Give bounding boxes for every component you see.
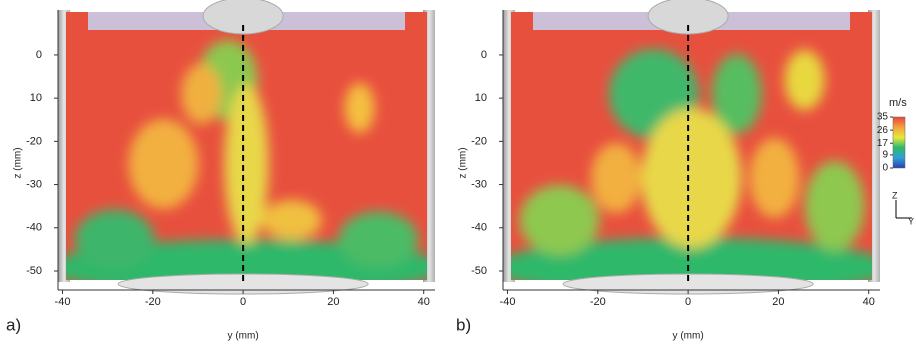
y-tick-label: -40 [471,222,487,234]
blob [784,50,825,110]
y-tick-label: -40 [26,222,42,234]
blob [711,54,762,134]
nozzle-top [202,0,284,35]
x-tick-label: -20 [590,296,606,308]
y-tick-label: 0 [481,49,487,61]
x-tick-label: 40 [418,296,430,308]
colorbar-tick-label: 26 [877,125,889,136]
triad-label: Y [908,216,914,226]
x-tick-label: 20 [772,296,784,308]
blobs [511,49,872,280]
nozzle-top [647,0,729,35]
blob [224,84,269,244]
y-tick-label: -30 [471,178,487,190]
blob [344,83,375,133]
y-tick-label: -20 [26,135,42,147]
panel-label: a) [6,315,21,334]
colorbar-tick-label: 35 [877,112,889,123]
blob [181,64,222,124]
velocity-field [66,12,427,280]
x-axis-label: y (mm) [673,331,704,342]
panel-label: b) [456,315,471,334]
colorbar-tick-label: 9 [882,150,888,161]
blob [519,185,600,255]
field-panel: -40 -20 0 20 40 0 10 -20 -30 -40 -50 y (mm) z (mm) b) [456,0,880,342]
blob [66,239,427,280]
blob [338,211,419,268]
blob [261,200,322,240]
x-tick-label: 20 [327,296,339,308]
y-tick-label: -50 [26,265,42,277]
y-tick-label: -30 [26,178,42,190]
colorbar-tick-label: 0 [882,163,888,174]
x-axis-label: y (mm) [228,331,259,342]
field-panel: -40 -20 0 20 40 0 10 -20 -30 -40 -50 y (mm) z (mm) a) [6,0,435,342]
x-tick-label: 0 [240,296,246,308]
x-tick-label: -20 [145,296,161,308]
velocity-field [511,12,872,280]
colorbar-tick-label: 17 [877,138,889,149]
colorbar-title: m/s [889,97,907,109]
x-tick-label: -40 [500,296,516,308]
blob [804,161,865,251]
blob [749,138,800,218]
blob [511,237,872,280]
blob [74,209,155,270]
y-axis-label: z (mm) [458,147,469,178]
x-tick-label: 0 [685,296,691,308]
y-tick-label: 10 [30,92,42,104]
x-tick-label: 40 [863,296,875,308]
y-axis-label: z (mm) [13,147,24,178]
blob [128,119,199,209]
y-tick-label: 0 [36,49,42,61]
x-tick-label: -40 [55,296,71,308]
y-tick-label: -50 [471,265,487,277]
triad-label: Z [892,190,898,200]
y-tick-label: -20 [471,135,487,147]
colorbar [892,116,906,169]
y-tick-label: 10 [475,92,487,104]
blob [591,143,642,213]
blob [641,108,742,248]
